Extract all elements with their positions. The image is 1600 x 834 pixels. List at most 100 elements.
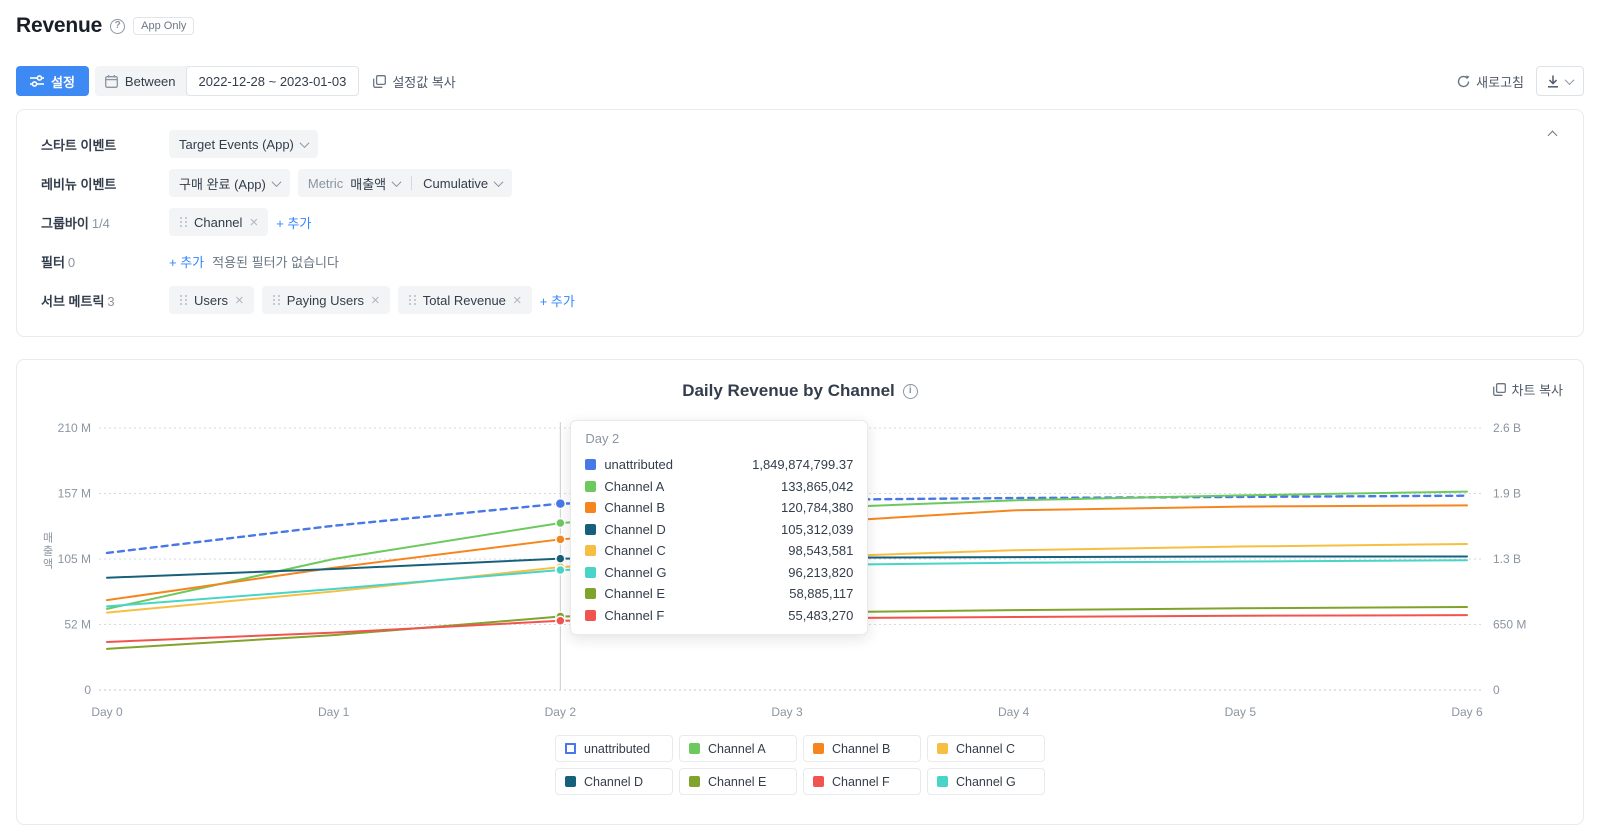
collapse-settings-icon[interactable] xyxy=(1541,124,1563,146)
tooltip-series-value: 98,543,581 xyxy=(788,543,854,559)
cumulative-select[interactable]: Cumulative xyxy=(423,175,489,191)
date-mode-label: Between xyxy=(124,73,176,89)
add-sub-metric-button[interactable]: + 추가 xyxy=(540,291,575,310)
series-color-swatch xyxy=(585,588,597,600)
legend-row: Channel D Channel E Channel F Channel G xyxy=(555,768,1045,795)
copy-chart-button[interactable]: 차트 복사 xyxy=(1492,380,1563,399)
legend-label: Channel D xyxy=(584,774,644,789)
tooltip-series-name: unattributed xyxy=(604,457,673,473)
settings-panel: 스타트 이벤트 Target Events (App) 레비뉴 이벤트 구매 완… xyxy=(16,109,1584,337)
chart-card: Daily Revenue by Channel i 차트 복사 매출액 0 0 5… xyxy=(16,359,1584,825)
filter-label: 필터 xyxy=(41,254,65,270)
tooltip-series-value: 120,784,380 xyxy=(781,500,854,516)
drag-handle-icon[interactable] xyxy=(407,295,416,305)
tooltip-title: Day 2 xyxy=(585,431,620,446)
calendar-icon xyxy=(104,74,118,88)
settings-button[interactable]: 설정 xyxy=(16,66,89,96)
download-button[interactable] xyxy=(1536,66,1584,96)
legend-label: Channel A xyxy=(708,741,766,756)
divider xyxy=(411,176,413,190)
sub-metrics-count: 3 xyxy=(107,293,115,309)
legend-label: Channel G xyxy=(956,774,1016,789)
hover-marker-channel-b xyxy=(555,534,566,545)
chart-legend: unattributed Channel A Channel B Channel C C… xyxy=(33,735,1567,795)
download-icon xyxy=(1548,75,1558,88)
plot-area: 매출액 0 0 52 M 650 M 105 M 1.3 B 157 M 1.9 B 210 M… xyxy=(33,414,1567,725)
legend-label: unattributed xyxy=(584,741,651,756)
series-color-swatch xyxy=(585,566,597,578)
tooltip-series-name: Channel A xyxy=(604,478,665,494)
help-icon[interactable]: ? xyxy=(110,18,126,34)
left-axis-tick: 105 M xyxy=(58,552,91,566)
drag-handle-icon[interactable] xyxy=(179,295,187,305)
info-icon[interactable]: i xyxy=(902,383,918,399)
legend-label: Channel B xyxy=(832,741,891,756)
copy-settings-button[interactable]: 설정값 복사 xyxy=(373,72,456,91)
metric-label: Metric xyxy=(307,175,344,191)
right-axis-tick: 650 M xyxy=(1493,618,1526,632)
tooltip-series-value: 133,865,042 xyxy=(781,478,854,494)
revenue-event-select[interactable]: 구매 완료 (App) xyxy=(169,169,290,197)
legend-item-channel-b[interactable]: Channel B xyxy=(803,735,921,762)
tooltip-row-channel-c: Channel C 98,543,581 xyxy=(585,540,853,562)
legend-item-channel-c[interactable]: Channel C xyxy=(927,735,1045,762)
add-group-by-button[interactable]: + 추가 xyxy=(276,213,311,232)
add-filter-button[interactable]: + 추가 xyxy=(169,252,204,271)
sliders-icon xyxy=(30,75,44,87)
tooltip-series-value: 96,213,820 xyxy=(788,564,854,580)
tooltip-row-channel-a: Channel A 133,865,042 xyxy=(585,476,853,498)
legend-color-swatch xyxy=(565,743,576,754)
legend-label: Channel F xyxy=(832,774,890,789)
close-icon[interactable]: × xyxy=(234,291,244,309)
tooltip-row-channel-e: Channel E 58,885,117 xyxy=(585,583,853,605)
start-event-select[interactable]: Target Events (App) xyxy=(169,130,318,158)
date-range-value[interactable]: 2022-12-28 ~ 2023-01-03 xyxy=(185,66,360,96)
left-axis-tick: 157 M xyxy=(58,487,91,501)
revenue-event-label: 레비뉴 이벤트 xyxy=(41,176,117,192)
x-axis-tick: Day 0 xyxy=(91,705,123,719)
toolbar: 설정 Between 2022-12-28 ~ 2023-01-03 설정값 복… xyxy=(16,66,1584,96)
close-icon[interactable]: × xyxy=(249,213,259,231)
legend-item-channel-g[interactable]: Channel G xyxy=(927,768,1045,795)
sub-metric-chip-users[interactable]: Users × xyxy=(169,286,254,314)
legend-color-swatch xyxy=(813,776,824,787)
metric-select[interactable]: Metric 매출액 Cumulative xyxy=(297,169,513,197)
legend-label: Channel E xyxy=(708,774,767,789)
chevron-down-icon xyxy=(271,176,282,187)
group-by-chip-channel[interactable]: Channel × xyxy=(169,208,269,236)
app-only-badge: App Only xyxy=(133,17,195,35)
legend-color-swatch xyxy=(565,776,576,787)
legend-item-channel-f[interactable]: Channel F xyxy=(803,768,921,795)
series-color-swatch xyxy=(585,545,597,557)
filter-count: 0 xyxy=(67,254,76,270)
sub-metric-chip-paying-users[interactable]: Paying Users × xyxy=(261,286,390,314)
chart-tooltip: Day 2 unattributed 1,849,874,799.37 Channe… xyxy=(570,420,869,635)
drag-handle-icon[interactable] xyxy=(271,295,280,305)
legend-row: unattributed Channel A Channel B Channel C xyxy=(555,735,1045,762)
legend-item-channel-e[interactable]: Channel E xyxy=(679,768,797,795)
legend-item-channel-a[interactable]: Channel A xyxy=(679,735,797,762)
close-icon[interactable]: × xyxy=(371,291,380,309)
left-axis-tick: 52 M xyxy=(64,618,91,632)
revenue-event-row: 레비뉴 이벤트 구매 완료 (App) Metric 매출액 Cumulativ… xyxy=(41,169,1559,197)
legend-color-swatch xyxy=(813,743,824,754)
hover-marker-channel-g xyxy=(555,564,566,576)
close-icon[interactable]: × xyxy=(512,291,522,309)
legend-item-unattributed[interactable]: unattributed xyxy=(555,735,673,762)
x-axis-tick: Day 3 xyxy=(771,705,803,719)
drag-handle-icon[interactable] xyxy=(179,217,187,227)
group-by-count: 1/4 xyxy=(91,215,110,231)
tooltip-series-name: Channel G xyxy=(604,564,667,580)
chevron-down-icon xyxy=(1564,74,1575,85)
tooltip-series-name: Channel C xyxy=(604,543,666,559)
legend-item-channel-d[interactable]: Channel D xyxy=(555,768,673,795)
tooltip-row-channel-d: Channel D 105,312,039 xyxy=(585,519,853,541)
series-color-swatch xyxy=(585,502,597,514)
group-by-row: 그룹바이 1/4 Channel × + 추가 xyxy=(41,208,1559,236)
right-axis-tick: 1.3 B xyxy=(1493,552,1521,566)
sub-metric-chip-total-revenue[interactable]: Total Revenue × xyxy=(397,286,532,314)
date-range-picker[interactable]: Between 2022-12-28 ~ 2023-01-03 xyxy=(94,66,360,96)
series-color-swatch xyxy=(585,609,597,621)
refresh-button[interactable]: 새로고침 xyxy=(1457,72,1524,91)
